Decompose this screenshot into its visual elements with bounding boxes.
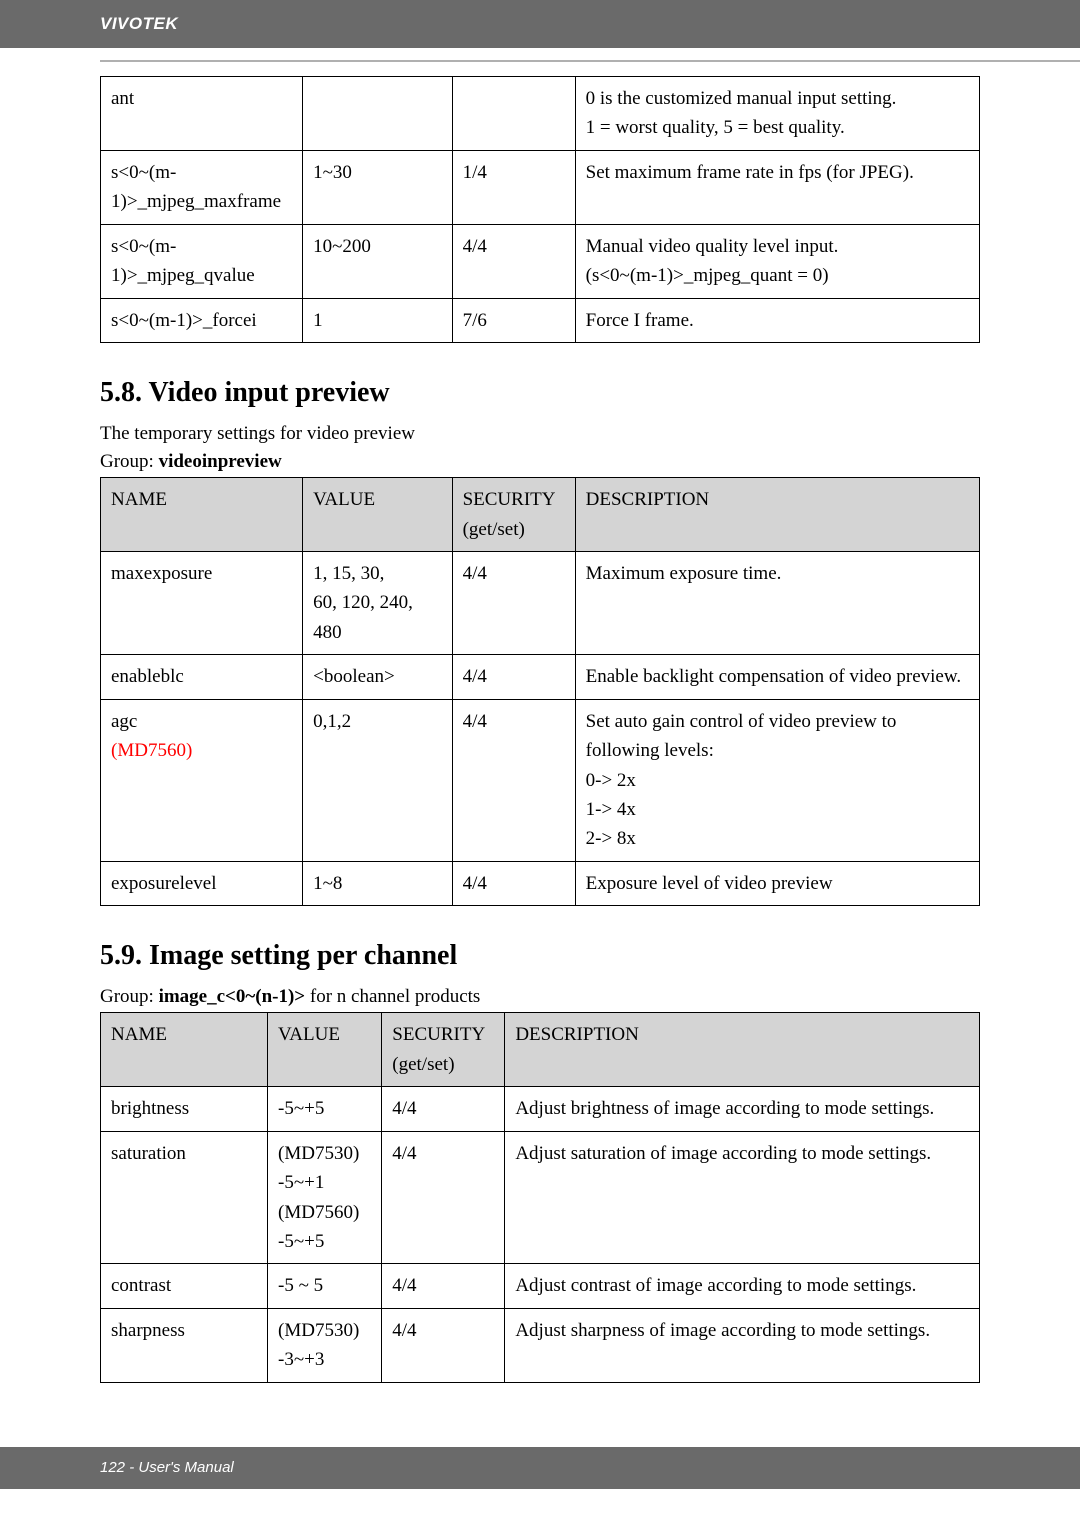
table-row: ant 0 is the customized manual input set…: [101, 77, 980, 151]
section-58-subtitle: The temporary settings for video preview: [100, 423, 980, 445]
cell-desc: Set maximum frame rate in fps (for JPEG)…: [575, 150, 979, 224]
cell-desc: Adjust contrast of image according to mo…: [505, 1264, 980, 1308]
group-value: videoinpreview: [159, 451, 282, 472]
table-row: sharpness (MD7530)-3~+3 4/4 Adjust sharp…: [101, 1308, 980, 1382]
th-sec: SECURITY(get/set): [452, 478, 575, 552]
cell-desc: Enable backlight compensation of video p…: [575, 655, 979, 699]
table-row: exposurelevel 1~8 4/4 Exposure level of …: [101, 861, 980, 905]
cell-desc: Maximum exposure time.: [575, 551, 979, 654]
cell-sec: 4/4: [452, 655, 575, 699]
th-name: NAME: [101, 1013, 268, 1087]
cell-desc: Set auto gain control of video preview t…: [575, 699, 979, 861]
table-image-per-channel: NAME VALUE SECURITY(get/set) DESCRIPTION…: [100, 1012, 980, 1382]
table-row: brightness -5~+5 4/4 Adjust brightness o…: [101, 1087, 980, 1131]
th-desc: DESCRIPTION: [575, 478, 979, 552]
cell-desc: Exposure level of video preview: [575, 861, 979, 905]
cell-name: enableblc: [101, 655, 303, 699]
table-row: s<0~(m-1)>_mjpeg_maxframe 1~30 1/4 Set m…: [101, 150, 980, 224]
cell-name: s<0~(m-1)>_mjpeg_maxframe: [101, 150, 303, 224]
table-row: agc (MD7560) 0,1,2 4/4 Set auto gain con…: [101, 699, 980, 861]
cell-value: [303, 77, 452, 151]
cell-sec: 4/4: [452, 699, 575, 861]
section-59-group: Group: image_c<0~(n-1)> for n channel pr…: [100, 986, 980, 1008]
table-row: maxexposure 1, 15, 30,60, 120, 240,480 4…: [101, 551, 980, 654]
cell-desc: Manual video quality level input.(s<0~(m…: [575, 224, 979, 298]
th-value: VALUE: [268, 1013, 382, 1087]
cell-value: 1~8: [303, 861, 452, 905]
cell-value: 1: [303, 298, 452, 342]
cell-name-extra: (MD7560): [111, 740, 192, 761]
table-video-codec: ant 0 is the customized manual input set…: [100, 76, 980, 343]
group-value: image_c<0~(n-1)>: [159, 986, 306, 1007]
cell-sec: 7/6: [452, 298, 575, 342]
cell-value: 0,1,2: [303, 699, 452, 861]
cell-value: 10~200: [303, 224, 452, 298]
cell-value: (MD7530)-3~+3: [268, 1308, 382, 1382]
table-videoinpreview: NAME VALUE SECURITY(get/set) DESCRIPTION…: [100, 477, 980, 906]
table-header-row: NAME VALUE SECURITY(get/set) DESCRIPTION: [101, 1013, 980, 1087]
cell-name: brightness: [101, 1087, 268, 1131]
brand-text: VIVOTEK: [100, 14, 178, 34]
table-row: enableblc <boolean> 4/4 Enable backlight…: [101, 655, 980, 699]
table-row: s<0~(m-1)>_mjpeg_qvalue 10~200 4/4 Manua…: [101, 224, 980, 298]
cell-sec: [452, 77, 575, 151]
cell-value: (MD7530)-5~+1(MD7560)-5~+5: [268, 1131, 382, 1264]
page-content: ant 0 is the customized manual input set…: [0, 48, 1080, 1383]
cell-sec: 4/4: [382, 1264, 505, 1308]
cell-name: s<0~(m-1)>_forcei: [101, 298, 303, 342]
cell-name: ant: [101, 77, 303, 151]
cell-name: agc (MD7560): [101, 699, 303, 861]
cell-name: contrast: [101, 1264, 268, 1308]
cell-name: maxexposure: [101, 551, 303, 654]
group-label: Group:: [100, 451, 159, 472]
cell-sec: 4/4: [382, 1087, 505, 1131]
footer-band: 122 - User's Manual: [0, 1447, 1080, 1489]
group-label: Group:: [100, 986, 159, 1007]
th-sec: SECURITY(get/set): [382, 1013, 505, 1087]
cell-value: -5 ~ 5: [268, 1264, 382, 1308]
table-header-row: NAME VALUE SECURITY(get/set) DESCRIPTION: [101, 478, 980, 552]
th-name: NAME: [101, 478, 303, 552]
cell-name: sharpness: [101, 1308, 268, 1382]
cell-value: 1~30: [303, 150, 452, 224]
header-band: VIVOTEK: [0, 0, 1080, 48]
th-value: VALUE: [303, 478, 452, 552]
cell-desc: Adjust brightness of image according to …: [505, 1087, 980, 1131]
table-row: s<0~(m-1)>_forcei 1 7/6 Force I frame.: [101, 298, 980, 342]
cell-sec: 4/4: [382, 1131, 505, 1264]
cell-desc: Force I frame.: [575, 298, 979, 342]
table1-body: ant 0 is the customized manual input set…: [101, 77, 980, 343]
cell-name-main: agc: [111, 711, 137, 732]
cell-value: 1, 15, 30,60, 120, 240,480: [303, 551, 452, 654]
group-suffix: for n channel products: [305, 986, 480, 1007]
table-row: contrast -5 ~ 5 4/4 Adjust contrast of i…: [101, 1264, 980, 1308]
section-58-group: Group: videoinpreview: [100, 451, 980, 473]
cell-value: -5~+5: [268, 1087, 382, 1131]
section-59-title: 5.9. Image setting per channel: [100, 940, 980, 972]
cell-desc: Adjust saturation of image according to …: [505, 1131, 980, 1264]
top-rule: [100, 60, 1080, 62]
table-row: saturation (MD7530)-5~+1(MD7560)-5~+5 4/…: [101, 1131, 980, 1264]
section-58-title: 5.8. Video input preview: [100, 377, 980, 409]
cell-name: s<0~(m-1)>_mjpeg_qvalue: [101, 224, 303, 298]
cell-sec: 4/4: [382, 1308, 505, 1382]
cell-name: saturation: [101, 1131, 268, 1264]
cell-sec: 4/4: [452, 551, 575, 654]
cell-value: <boolean>: [303, 655, 452, 699]
cell-sec: 4/4: [452, 861, 575, 905]
cell-desc: Adjust sharpness of image according to m…: [505, 1308, 980, 1382]
cell-name: exposurelevel: [101, 861, 303, 905]
th-desc: DESCRIPTION: [505, 1013, 980, 1087]
footer-text: 122 - User's Manual: [100, 1459, 234, 1476]
cell-desc: 0 is the customized manual input setting…: [575, 77, 979, 151]
cell-sec: 1/4: [452, 150, 575, 224]
cell-sec: 4/4: [452, 224, 575, 298]
